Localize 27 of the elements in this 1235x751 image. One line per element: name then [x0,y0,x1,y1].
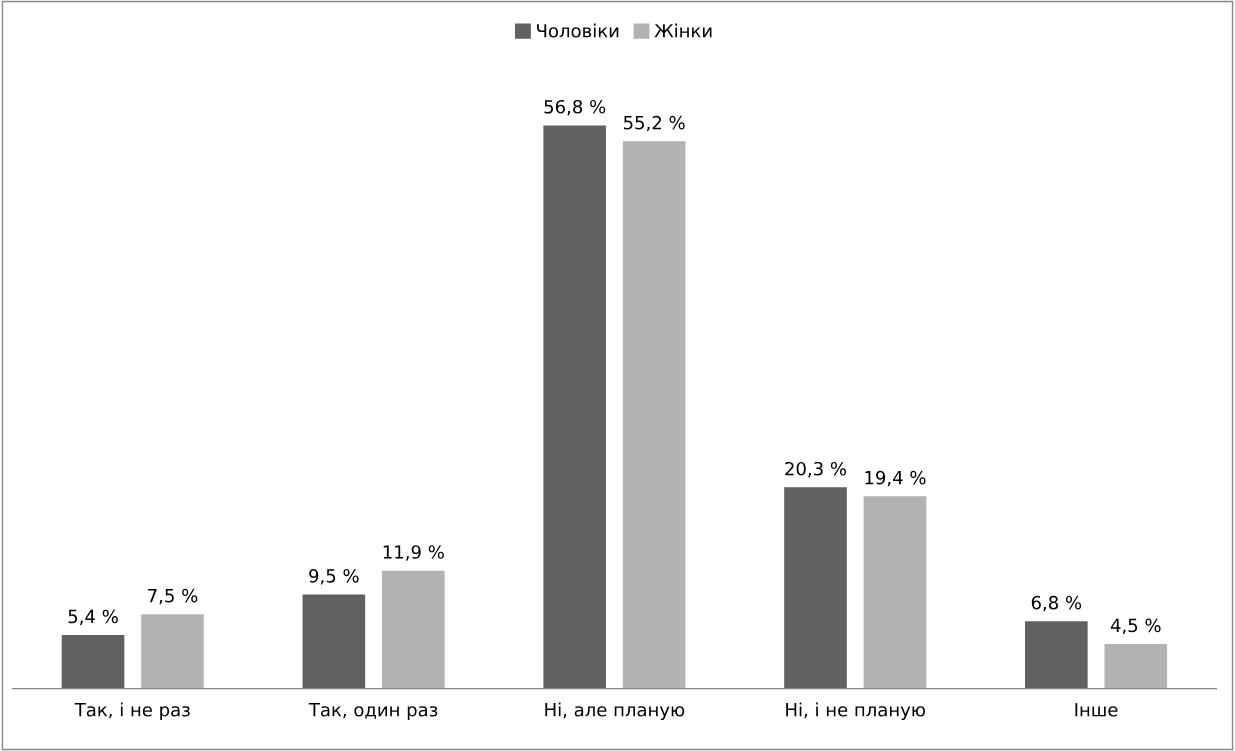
x-tick-label: Так, один раз [308,703,438,721]
bar [863,496,927,689]
bar [622,141,686,689]
data-label: 20,3 % [785,461,847,478]
bar [1104,644,1168,689]
legend-label: Чоловіки [537,23,619,38]
data-label: 56,8 % [544,99,606,116]
data-label: 5,4 % [68,609,118,626]
data-label: 6,8 % [1031,595,1082,612]
data-label: 4,5 % [1110,618,1161,635]
x-tick-label: Ні, і не планую [786,702,926,721]
x-tick-label: Інше [1075,703,1118,717]
bar [382,570,445,689]
bar [1025,621,1088,689]
bar [784,487,847,689]
data-label: 11,9 % [383,545,444,561]
bar [543,125,606,689]
x-tick-label: Ні, але планую [545,702,685,721]
data-label: 19,4 % [865,470,926,487]
data-label: 55,2 % [623,115,685,132]
data-label: 7,5 % [148,588,198,605]
x-tick-label: Так, і не раз [74,702,190,721]
bar [302,594,366,689]
bar [141,614,204,689]
data-label: 9,5 % [309,568,359,585]
bar [61,635,125,689]
legend-label: Жінки [654,23,712,38]
